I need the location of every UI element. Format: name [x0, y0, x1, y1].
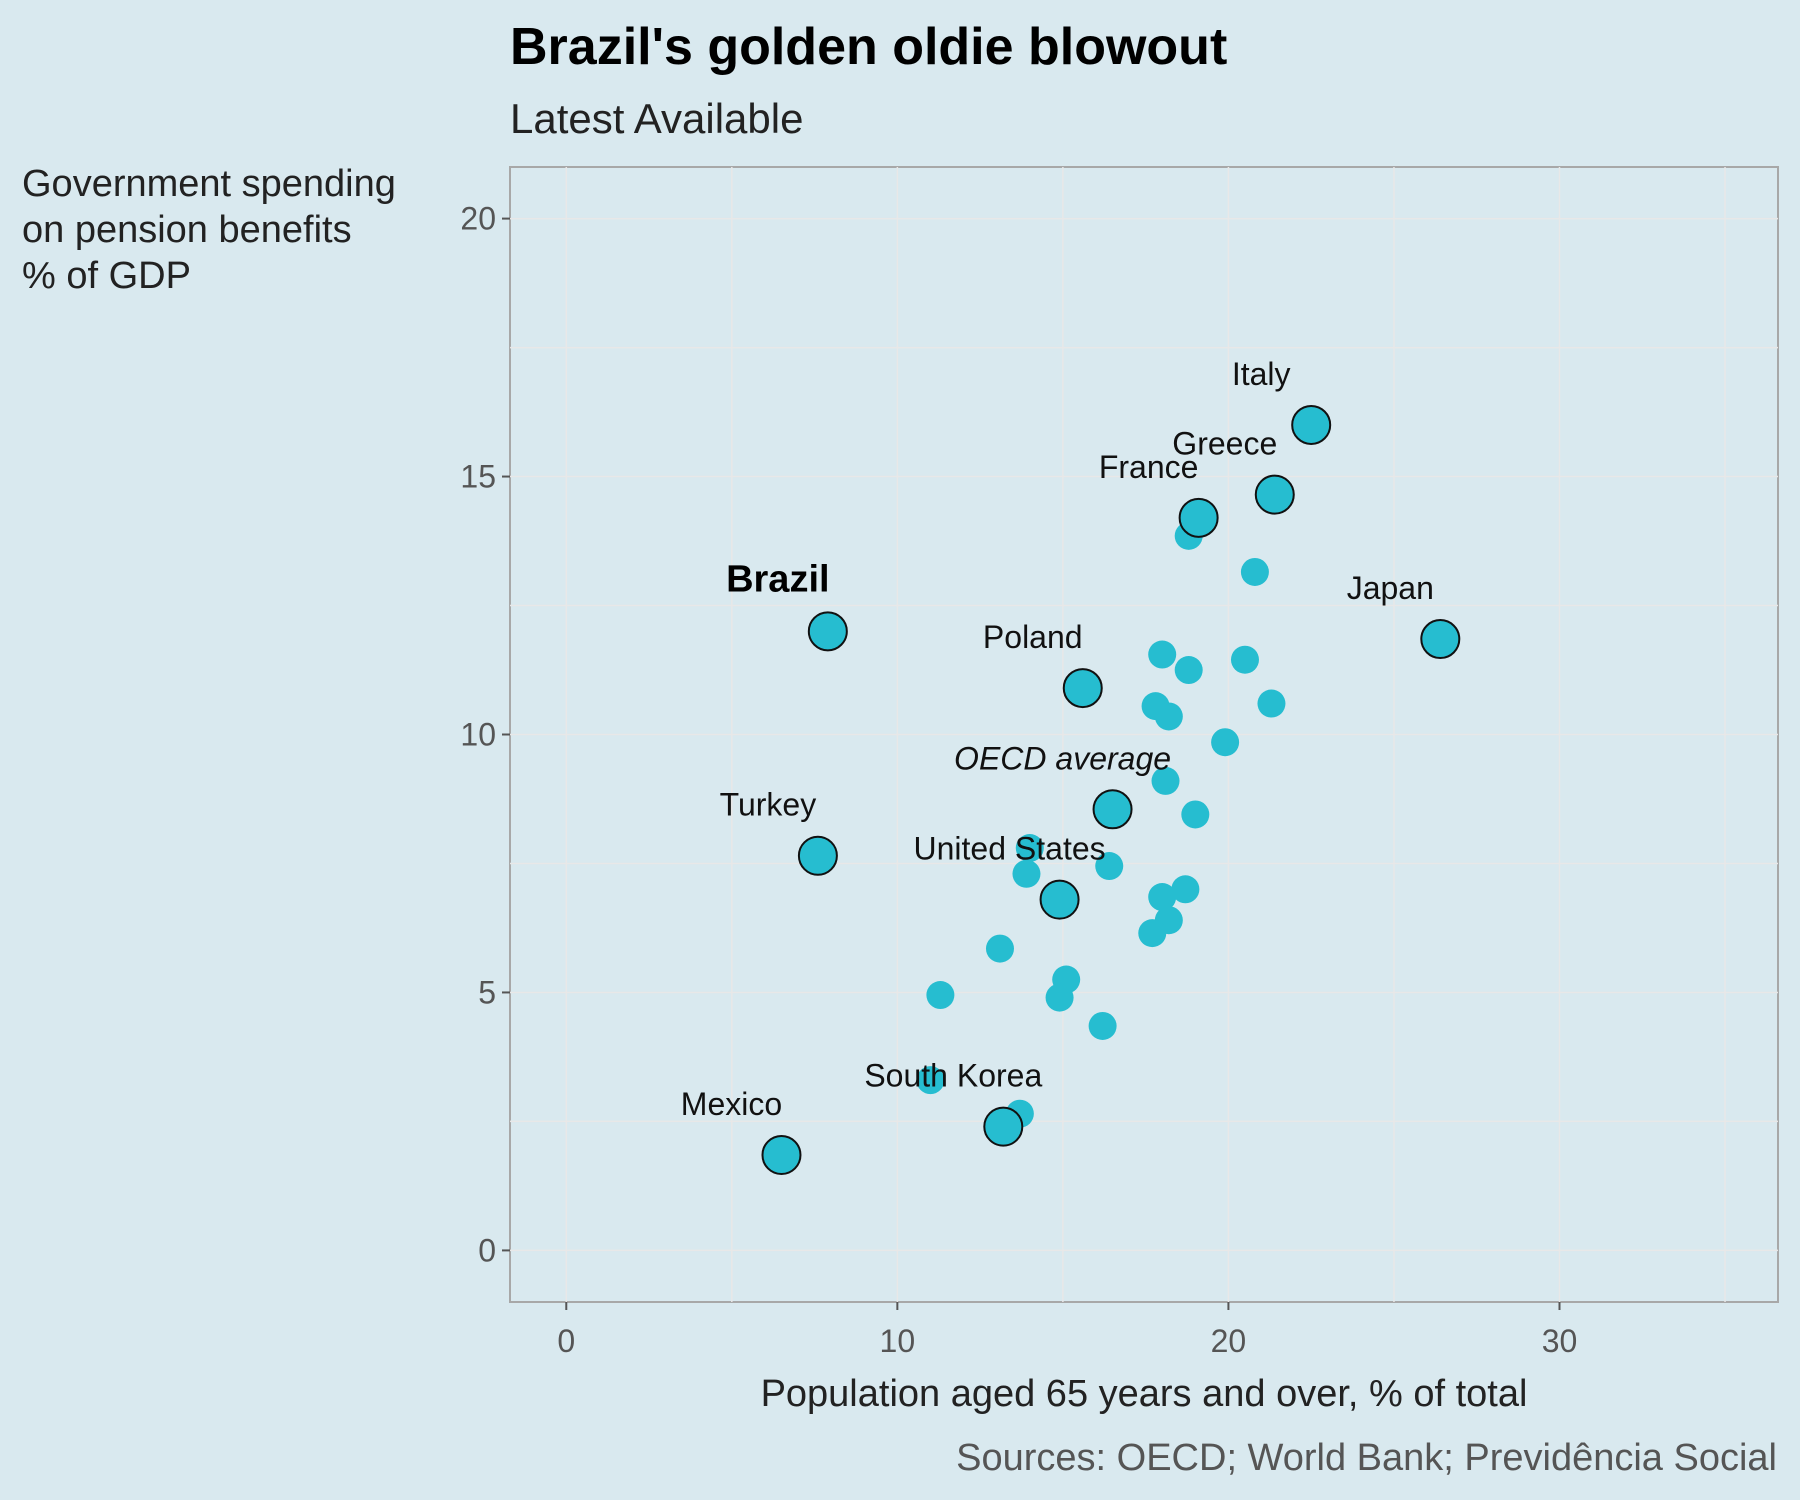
labeled-data-point: [1178, 497, 1219, 538]
data-point: [1174, 656, 1203, 685]
labeled-data-point: [1254, 474, 1295, 515]
country-label: Mexico: [681, 1086, 782, 1122]
country-label: Greece: [1172, 426, 1277, 462]
labeled-data-point: [1092, 789, 1133, 830]
country-label: Japan: [1347, 570, 1434, 606]
y-tick-label: 15: [460, 459, 496, 495]
country-label: Turkey: [720, 787, 817, 823]
country-label: France: [1099, 449, 1199, 485]
country-label: United States: [914, 831, 1106, 867]
x-axis-label: Population aged 65 years and over, % of …: [761, 1373, 1528, 1415]
labeled-data-point: [1420, 619, 1461, 660]
x-axis-ticks: 0 10 20 30: [557, 1302, 1577, 1359]
y-tick-label: 20: [460, 201, 496, 237]
data-point: [926, 981, 955, 1010]
x-tick-label: 10: [880, 1323, 916, 1359]
data-point: [1171, 875, 1200, 904]
country-label: OECD average: [954, 740, 1171, 776]
country-label: Poland: [983, 619, 1083, 655]
data-point: [1230, 645, 1259, 674]
other-country-points: [916, 521, 1286, 1128]
data-point: [1257, 689, 1286, 718]
data-point: [1088, 1011, 1117, 1040]
data-point: [1148, 883, 1177, 912]
data-point: [985, 934, 1014, 963]
data-point: [916, 1066, 945, 1095]
x-tick-label: 30: [1542, 1323, 1578, 1359]
data-point: [1211, 728, 1240, 757]
data-point: [1154, 702, 1183, 731]
x-tick-label: 0: [557, 1323, 575, 1359]
y-axis-label: Government spending on pension benefits …: [22, 163, 406, 297]
source-note: Sources: OECD; World Bank; Previdência S…: [956, 1437, 1777, 1479]
labeled-data-point: [1062, 668, 1103, 709]
labeled-data-point: [1291, 404, 1332, 445]
labeled-data-point: [797, 835, 838, 876]
labeled-data-point: [807, 611, 848, 652]
data-point: [1012, 859, 1041, 888]
data-point: [1138, 919, 1167, 948]
labeled-data-point: [761, 1134, 802, 1175]
y-axis-label-line: Government spending: [22, 163, 396, 205]
country-label: South Korea: [864, 1058, 1042, 1094]
country-label: Brazil: [726, 558, 829, 600]
data-point: [1151, 766, 1180, 795]
x-tick-label: 20: [1211, 1323, 1247, 1359]
y-axis-label-line: % of GDP: [22, 255, 191, 297]
y-tick-label: 10: [460, 717, 496, 753]
gridlines: [510, 167, 1778, 1302]
data-point: [1015, 834, 1044, 862]
data-point: [1045, 983, 1074, 1012]
labeled-data-point: [1039, 879, 1080, 920]
y-axis-ticks: 0 5 10 15 20: [460, 201, 510, 1268]
y-tick-label: 5: [478, 974, 496, 1010]
data-point: [1148, 640, 1177, 669]
y-tick-label: 0: [478, 1232, 496, 1268]
y-axis-label-line: on pension benefits: [22, 209, 352, 251]
chart-title: Brazil's golden oldie blowout: [510, 18, 1227, 76]
country-label: Italy: [1232, 356, 1291, 392]
labeled-country-points: [761, 404, 1461, 1175]
chart-subtitle: Latest Available: [510, 95, 803, 142]
labeled-data-point: [983, 1106, 1024, 1147]
data-point: [1095, 852, 1124, 881]
data-point: [1181, 800, 1210, 829]
data-point: [1240, 557, 1269, 586]
